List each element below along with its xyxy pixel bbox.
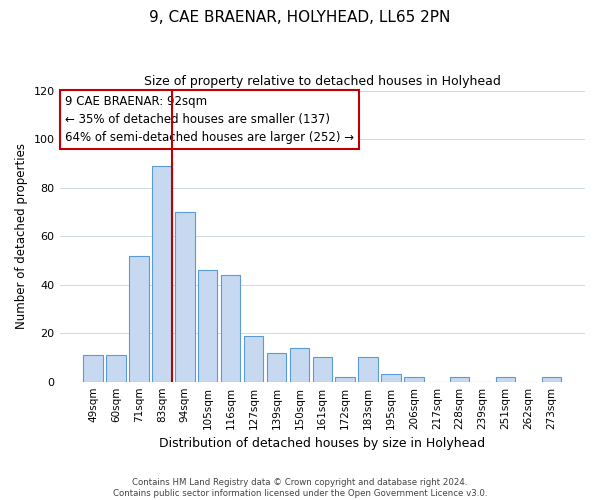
X-axis label: Distribution of detached houses by size in Holyhead: Distribution of detached houses by size … <box>159 437 485 450</box>
Bar <box>129 256 149 382</box>
Bar <box>381 374 401 382</box>
Bar <box>450 377 469 382</box>
Bar <box>496 377 515 382</box>
Text: 9 CAE BRAENAR: 92sqm
← 35% of detached houses are smaller (137)
64% of semi-deta: 9 CAE BRAENAR: 92sqm ← 35% of detached h… <box>65 95 354 144</box>
Bar <box>244 336 263 382</box>
Bar <box>313 358 332 382</box>
Bar <box>267 352 286 382</box>
Bar <box>335 377 355 382</box>
Bar <box>83 355 103 382</box>
Bar <box>542 377 561 382</box>
Bar <box>221 275 241 382</box>
Bar <box>198 270 217 382</box>
Text: Contains HM Land Registry data © Crown copyright and database right 2024.
Contai: Contains HM Land Registry data © Crown c… <box>113 478 487 498</box>
Title: Size of property relative to detached houses in Holyhead: Size of property relative to detached ho… <box>144 75 501 88</box>
Bar <box>358 358 378 382</box>
Bar <box>290 348 309 382</box>
Bar <box>404 377 424 382</box>
Bar <box>152 166 172 382</box>
Text: 9, CAE BRAENAR, HOLYHEAD, LL65 2PN: 9, CAE BRAENAR, HOLYHEAD, LL65 2PN <box>149 10 451 25</box>
Bar <box>175 212 194 382</box>
Bar <box>106 355 126 382</box>
Y-axis label: Number of detached properties: Number of detached properties <box>15 143 28 329</box>
